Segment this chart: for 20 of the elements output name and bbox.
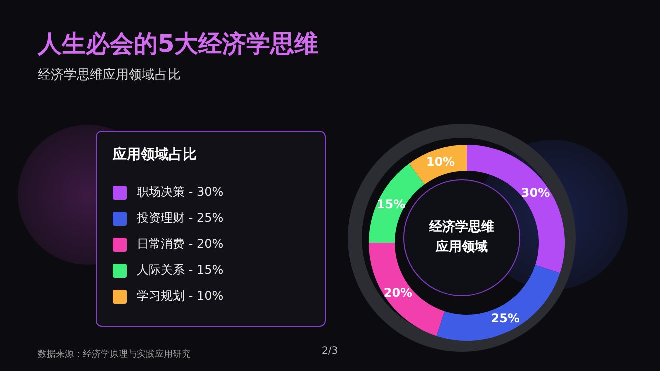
data-label: 15%	[376, 197, 406, 212]
donut-slice	[436, 265, 560, 341]
data-label: 10%	[426, 155, 456, 170]
text: 应用领域	[434, 238, 489, 257]
legend-title: 应用领域占比	[113, 146, 197, 164]
legend-label: 职场决策 - 30%	[137, 184, 224, 201]
legend-label: 投资理财 - 25%	[137, 210, 224, 227]
text: 2/3	[322, 346, 338, 357]
donut-slice	[409, 145, 467, 185]
legend-label: 日常消费 - 20%	[137, 236, 224, 253]
source-note: 数据来源：经济学原理与实践应用研究	[38, 348, 191, 361]
chart-title: 人生必会的5大经济学思维	[38, 29, 319, 60]
data-label: 30%	[521, 186, 550, 200]
legend-label: 学习规划 - 10%	[137, 288, 224, 305]
data-label: 25%	[491, 312, 520, 326]
data-label: 20%	[384, 286, 413, 300]
legend-label: 人际关系 - 15%	[137, 262, 224, 279]
donut-slice	[369, 164, 425, 243]
text: 经济学思维	[428, 218, 496, 237]
chart-subtitle: 经济学思维应用领域占比	[38, 67, 181, 84]
